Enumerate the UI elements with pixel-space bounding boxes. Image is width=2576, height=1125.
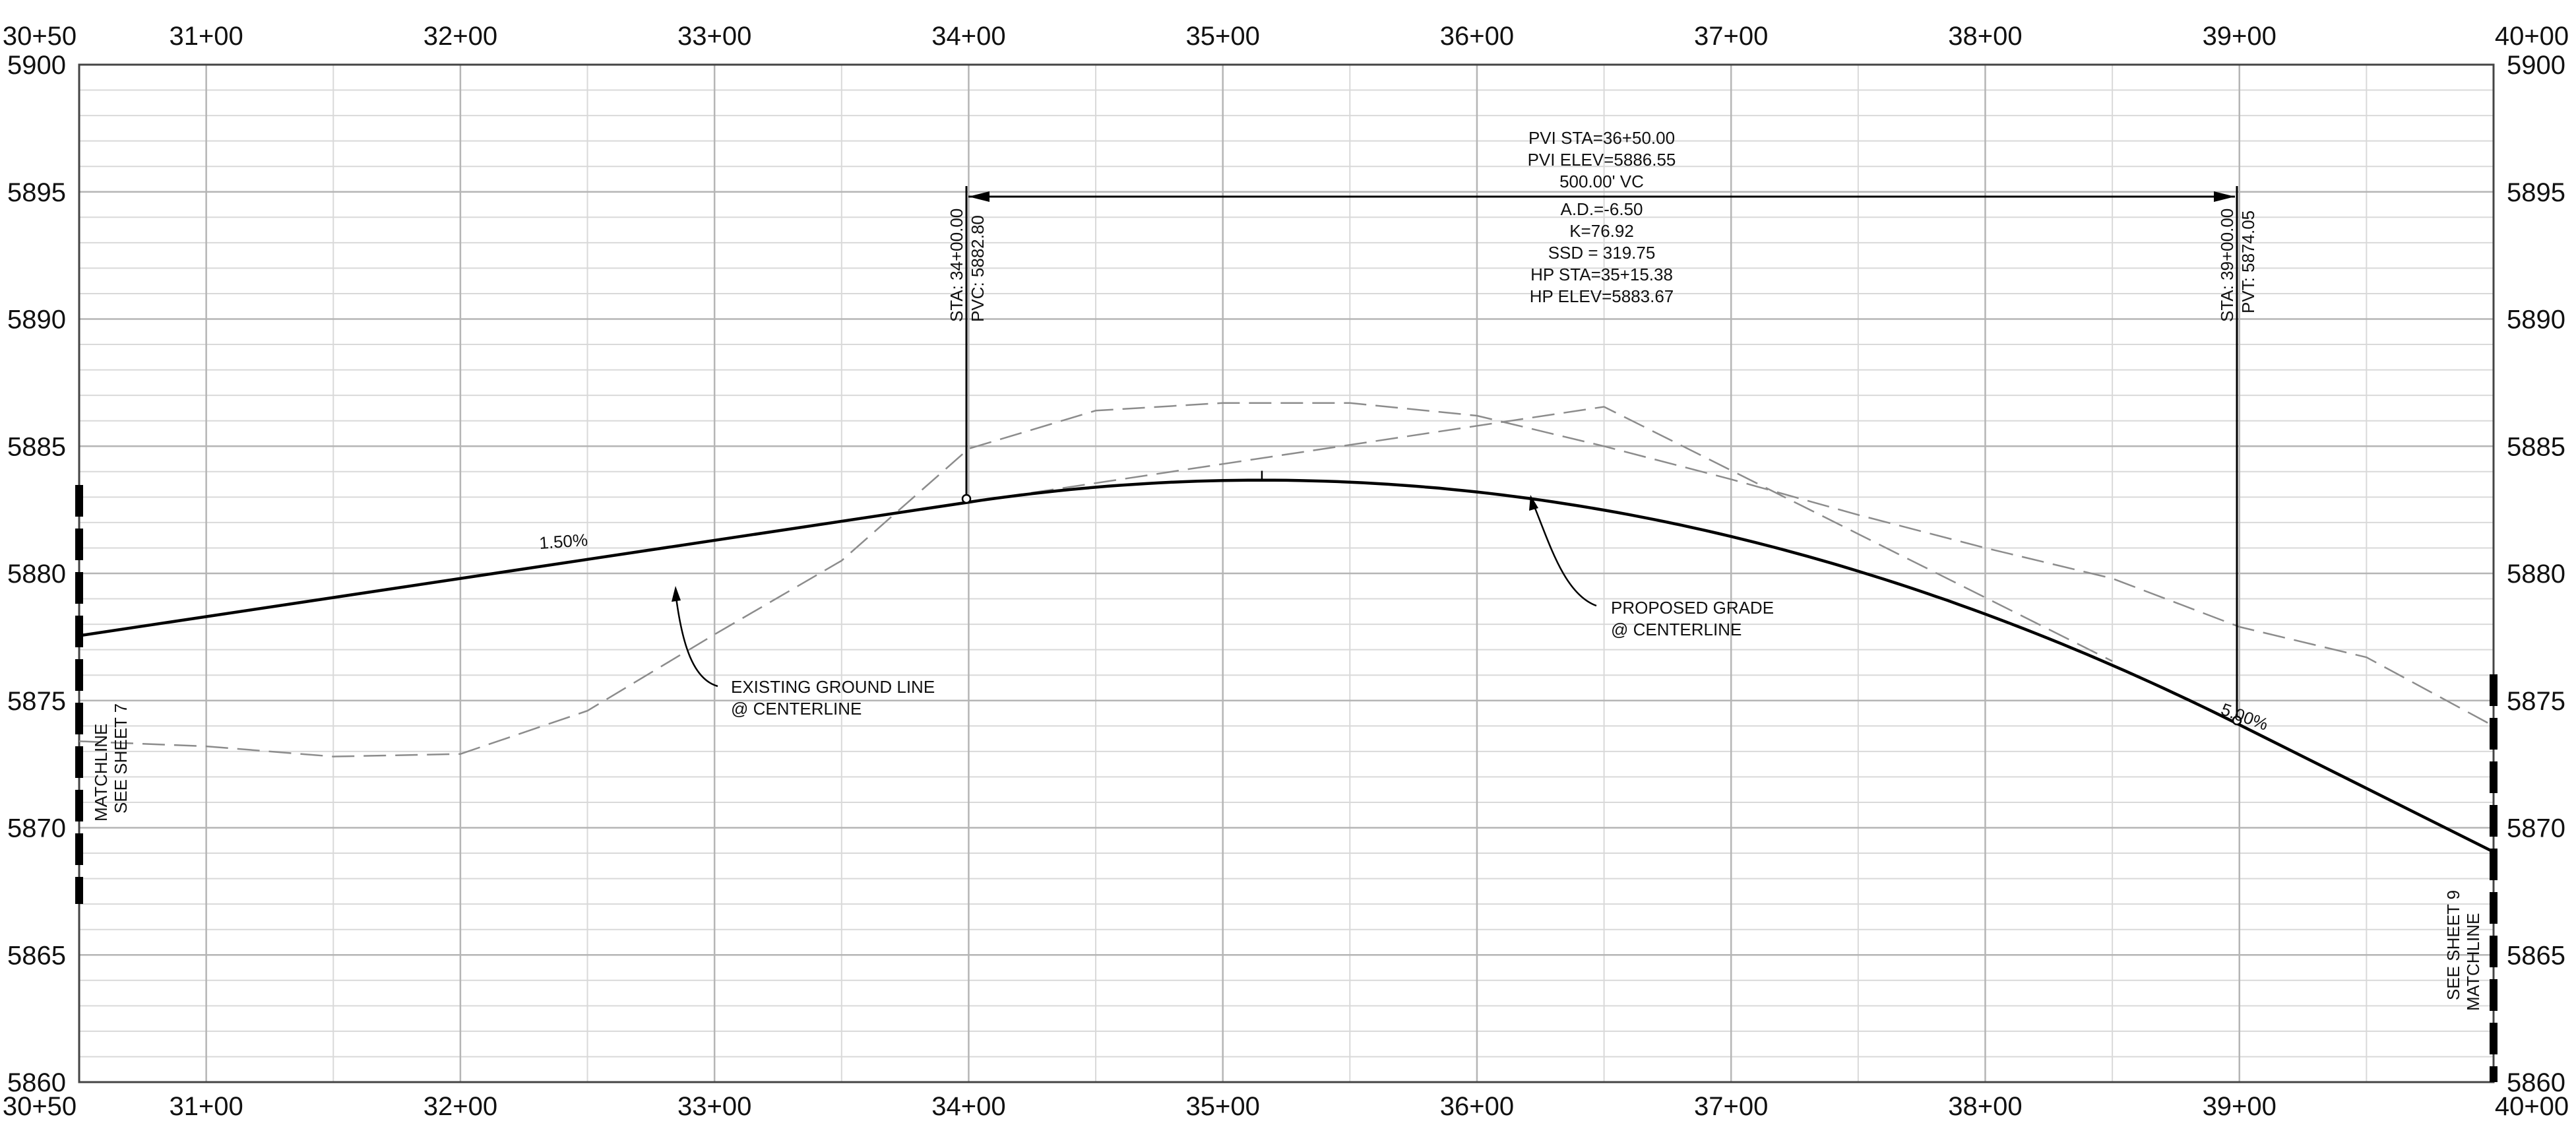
station-tick-label-top: 30+50 [3, 22, 77, 51]
station-tick-label-bottom: 36+00 [1440, 1092, 1514, 1121]
existing-ground-line-alt [968, 406, 2113, 662]
elevation-tick-label-left: 5870 [7, 814, 66, 843]
elevation-tick-label-left: 5900 [7, 51, 66, 80]
station-tick-label-bottom: 32+00 [424, 1092, 497, 1121]
pvc-sta-text: STA: 34+00.00 [947, 209, 966, 322]
left-matchline-sheet: SEE SHEET 7 [111, 703, 131, 814]
elevation-tick-label-right: 5895 [2507, 178, 2565, 207]
pvi-sta-text: PVI STA=36+50.00 [1528, 128, 1675, 148]
top-station-labels: 30+50 31+00 32+00 33+00 34+00 35+00 36+00 37+00… [3, 22, 2569, 51]
back-grade-label: 1.50% [538, 530, 588, 553]
elevation-tick-label-right: 5900 [2507, 51, 2565, 80]
proposed-grade-leader [1530, 499, 1597, 607]
elevation-tick-label-left: 5880 [7, 560, 66, 589]
pvt-sta-text: STA: 39+00.00 [2217, 209, 2237, 322]
right-matchline-title: MATCHLINE [2463, 913, 2483, 1011]
existing-ground-leader [674, 592, 718, 688]
station-tick-label-top: 36+00 [1440, 22, 1514, 51]
proposed-grade-label-2: @ CENTERLINE [1611, 620, 1742, 639]
elevation-tick-label-right: 5885 [2507, 432, 2565, 461]
pvc-point [961, 494, 972, 504]
station-tick-label-bottom: 35+00 [1186, 1092, 1260, 1121]
station-tick-label-top: 38+00 [1948, 22, 2022, 51]
elevation-tick-label-left: 5865 [7, 941, 66, 970]
existing-ground-label-2: @ CENTERLINE [731, 699, 862, 719]
bottom-station-labels: 30+50 31+00 32+00 33+00 34+00 35+00 36+00 37+00… [3, 1092, 2569, 1121]
station-tick-label-bottom: 38+00 [1948, 1092, 2022, 1121]
elevation-tick-label-left: 5860 [7, 1068, 66, 1097]
ssd-text: SSD = 319.75 [1548, 243, 1656, 263]
elevation-tick-label-right: 5890 [2507, 305, 2565, 335]
vc-arrow-right [2214, 191, 2235, 202]
elevation-tick-label-right: 5880 [2507, 560, 2565, 589]
station-tick-label-bottom: 31+00 [169, 1092, 243, 1121]
elevation-tick-label-right: 5875 [2507, 687, 2565, 716]
station-tick-label-top: 37+00 [1694, 22, 1768, 51]
station-tick-label-top: 39+00 [2203, 22, 2277, 51]
pvt-point [2232, 715, 2242, 726]
station-tick-label-top: 40+00 [2495, 22, 2569, 51]
station-tick-label-bottom: 30+50 [3, 1092, 77, 1121]
station-tick-label-bottom: 34+00 [931, 1092, 1005, 1121]
elevation-tick-label-left: 5895 [7, 178, 66, 207]
station-tick-label-bottom: 33+00 [677, 1092, 751, 1121]
left-matchline-title: MATCHLINE [91, 724, 111, 821]
hp-elev-text: HP ELEV=5883.67 [1530, 286, 1674, 306]
station-tick-label-top: 31+00 [169, 22, 243, 51]
proposed-grade-line [79, 478, 2495, 854]
pvt-elev-text: PVT: 5874.05 [2238, 210, 2258, 313]
hp-sta-text: HP STA=35+15.38 [1530, 265, 1673, 284]
existing-ground-line [79, 402, 2494, 757]
station-tick-label-bottom: 37+00 [1694, 1092, 1768, 1121]
left-elevation-labels: 5900 5895 5890 5885 5880 5875 5870 5865 5860 [7, 51, 66, 1097]
pvi-elev-text: PVI ELEV=5886.55 [1528, 150, 1676, 170]
station-tick-label-top: 34+00 [931, 22, 1005, 51]
k-text: K=76.92 [1569, 221, 1634, 241]
elevation-tick-label-left: 5890 [7, 305, 66, 335]
ad-text: A.D.=-6.50 [1560, 199, 1643, 219]
station-tick-label-top: 33+00 [677, 22, 751, 51]
proposed-grade-leader-arrow [1529, 495, 1538, 511]
existing-ground-label-1: EXISTING GROUND LINE [731, 677, 935, 697]
existing-ground-leader-arrow [672, 586, 681, 602]
right-elevation-labels: 5900 5895 5890 5885 5880 5875 5870 5865 5860 [2507, 51, 2565, 1097]
elevation-tick-label-left: 5885 [7, 432, 66, 461]
elevation-tick-label-left: 5875 [7, 687, 66, 716]
station-tick-label-top: 35+00 [1186, 22, 1260, 51]
right-matchline-sheet: SEE SHEET 9 [2443, 890, 2463, 1000]
station-tick-label-bottom: 39+00 [2203, 1092, 2277, 1121]
elevation-tick-label-right: 5870 [2507, 814, 2565, 843]
station-tick-label-top: 32+00 [424, 22, 497, 51]
pvc-elev-text: PVC: 5882.80 [968, 215, 988, 322]
vc-length-text: 500.00' VC [1559, 172, 1644, 191]
station-tick-label-bottom: 40+00 [2495, 1092, 2569, 1121]
profile-series [79, 402, 2495, 854]
elevation-tick-label-right: 5865 [2507, 941, 2565, 970]
elevation-tick-label-right: 5860 [2507, 1068, 2565, 1097]
proposed-grade-label-1: PROPOSED GRADE [1611, 598, 1774, 618]
vc-arrow-left [968, 191, 990, 202]
